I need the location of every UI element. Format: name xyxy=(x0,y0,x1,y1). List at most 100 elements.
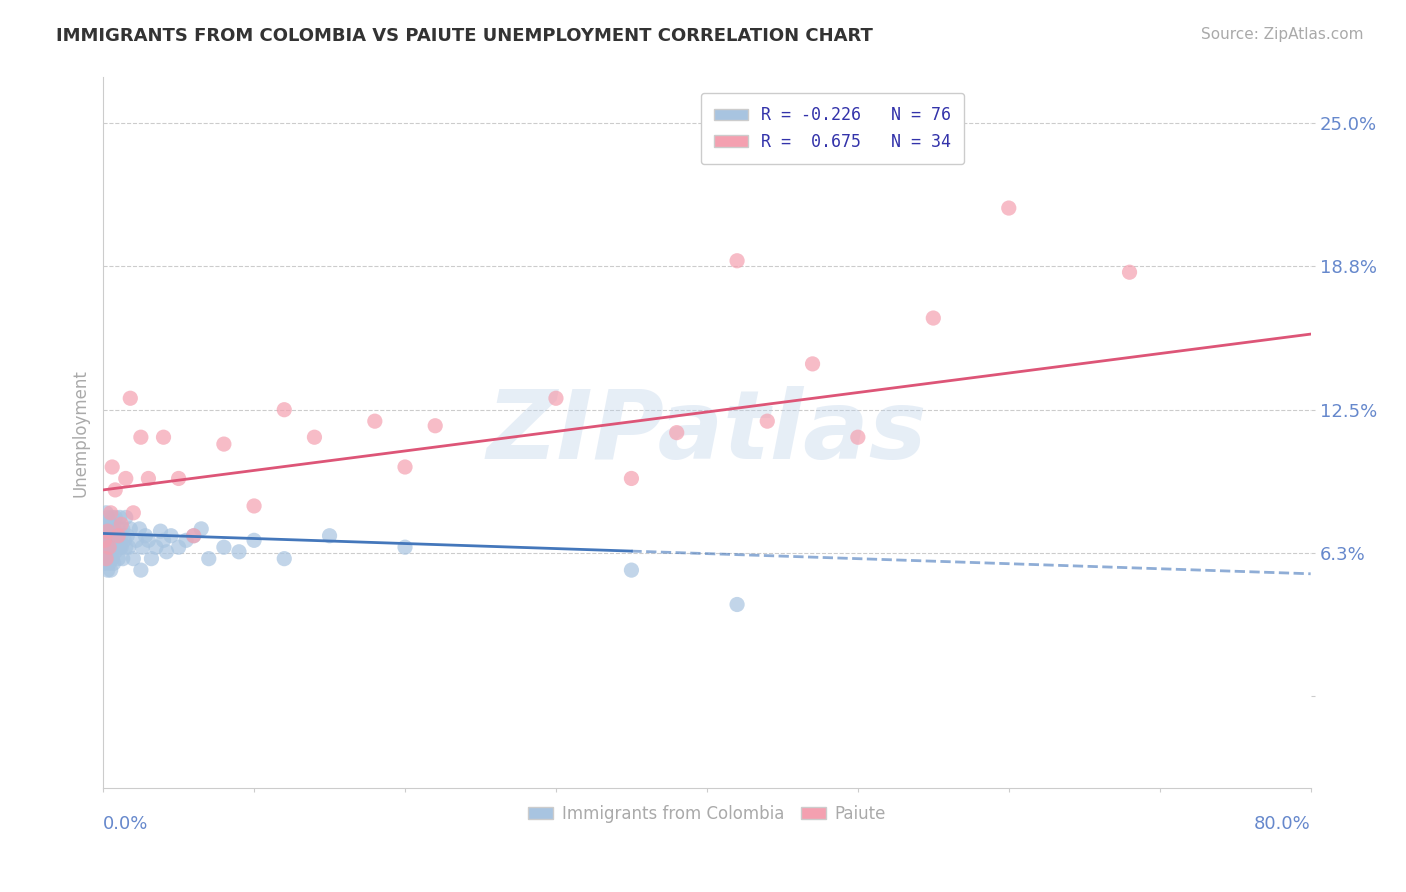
Point xyxy=(134,529,156,543)
Text: ZIPatlas: ZIPatlas xyxy=(486,386,927,479)
Point xyxy=(98,556,121,570)
Point xyxy=(110,529,132,543)
Point xyxy=(104,483,127,497)
Point xyxy=(98,533,121,548)
Point xyxy=(103,529,125,543)
Point xyxy=(104,524,127,538)
Point xyxy=(100,517,122,532)
Point xyxy=(94,506,117,520)
Point xyxy=(725,598,748,612)
Point xyxy=(273,402,295,417)
Text: Source: ZipAtlas.com: Source: ZipAtlas.com xyxy=(1201,27,1364,42)
Point xyxy=(138,471,160,485)
Point xyxy=(107,551,129,566)
Point xyxy=(107,522,129,536)
Point xyxy=(243,533,266,548)
Point xyxy=(304,430,326,444)
Point xyxy=(997,201,1019,215)
Point xyxy=(922,311,945,326)
Point xyxy=(101,460,124,475)
Point xyxy=(155,545,177,559)
Point xyxy=(725,253,748,268)
Point xyxy=(167,471,190,485)
Point xyxy=(620,563,643,577)
Point xyxy=(149,524,172,538)
Point xyxy=(94,540,117,554)
Point xyxy=(364,414,387,428)
Point xyxy=(98,540,121,554)
Point xyxy=(212,437,235,451)
Point xyxy=(425,418,447,433)
Point xyxy=(108,510,131,524)
Point xyxy=(183,529,205,543)
Point xyxy=(105,540,128,554)
Point xyxy=(138,533,160,548)
Point xyxy=(620,471,643,485)
Point xyxy=(97,563,120,577)
Point xyxy=(152,533,174,548)
Text: 0.0%: 0.0% xyxy=(103,815,149,833)
Point xyxy=(94,551,117,566)
Point xyxy=(141,551,163,566)
Point xyxy=(122,551,145,566)
Point xyxy=(394,460,416,475)
Point xyxy=(111,551,134,566)
Point xyxy=(97,510,120,524)
Point xyxy=(101,522,124,536)
Point xyxy=(114,540,136,554)
Point xyxy=(105,529,128,543)
Point xyxy=(212,540,235,554)
Point xyxy=(160,529,183,543)
Point xyxy=(107,529,129,543)
Point xyxy=(104,533,127,548)
Point xyxy=(93,556,115,570)
Point xyxy=(101,533,124,548)
Point xyxy=(114,510,136,524)
Y-axis label: Unemployment: Unemployment xyxy=(72,368,89,497)
Text: IMMIGRANTS FROM COLOMBIA VS PAIUTE UNEMPLOYMENT CORRELATION CHART: IMMIGRANTS FROM COLOMBIA VS PAIUTE UNEMP… xyxy=(56,27,873,45)
Point xyxy=(93,545,115,559)
Point xyxy=(104,545,127,559)
Point xyxy=(122,506,145,520)
Point xyxy=(103,556,125,570)
Point xyxy=(183,529,205,543)
Point xyxy=(111,522,134,536)
Point xyxy=(197,551,219,566)
Point xyxy=(114,471,136,485)
Point xyxy=(118,540,141,554)
Point xyxy=(145,540,167,554)
Point xyxy=(110,517,132,532)
Point xyxy=(665,425,688,440)
Point xyxy=(98,522,121,536)
Point xyxy=(104,510,127,524)
Point xyxy=(107,533,129,548)
Point xyxy=(110,540,132,554)
Point xyxy=(100,540,122,554)
Point xyxy=(120,522,142,536)
Point xyxy=(243,499,266,513)
Point xyxy=(100,506,122,520)
Point xyxy=(103,540,125,554)
Point xyxy=(93,533,115,548)
Point xyxy=(117,529,139,543)
Point xyxy=(318,529,340,543)
Point xyxy=(273,551,295,566)
Point xyxy=(108,540,131,554)
Point xyxy=(128,522,150,536)
Point xyxy=(131,540,153,554)
Point xyxy=(101,551,124,566)
Point xyxy=(94,529,117,543)
Point xyxy=(100,529,122,543)
Point xyxy=(129,563,152,577)
Point xyxy=(174,533,197,548)
Point xyxy=(97,524,120,538)
Point xyxy=(544,391,567,405)
Legend: Immigrants from Colombia, Paiute: Immigrants from Colombia, Paiute xyxy=(522,797,891,830)
Point xyxy=(756,414,779,428)
Point xyxy=(129,430,152,444)
Point xyxy=(112,533,135,548)
Point xyxy=(93,533,115,548)
Point xyxy=(394,540,416,554)
Point xyxy=(100,563,122,577)
Point xyxy=(846,430,869,444)
